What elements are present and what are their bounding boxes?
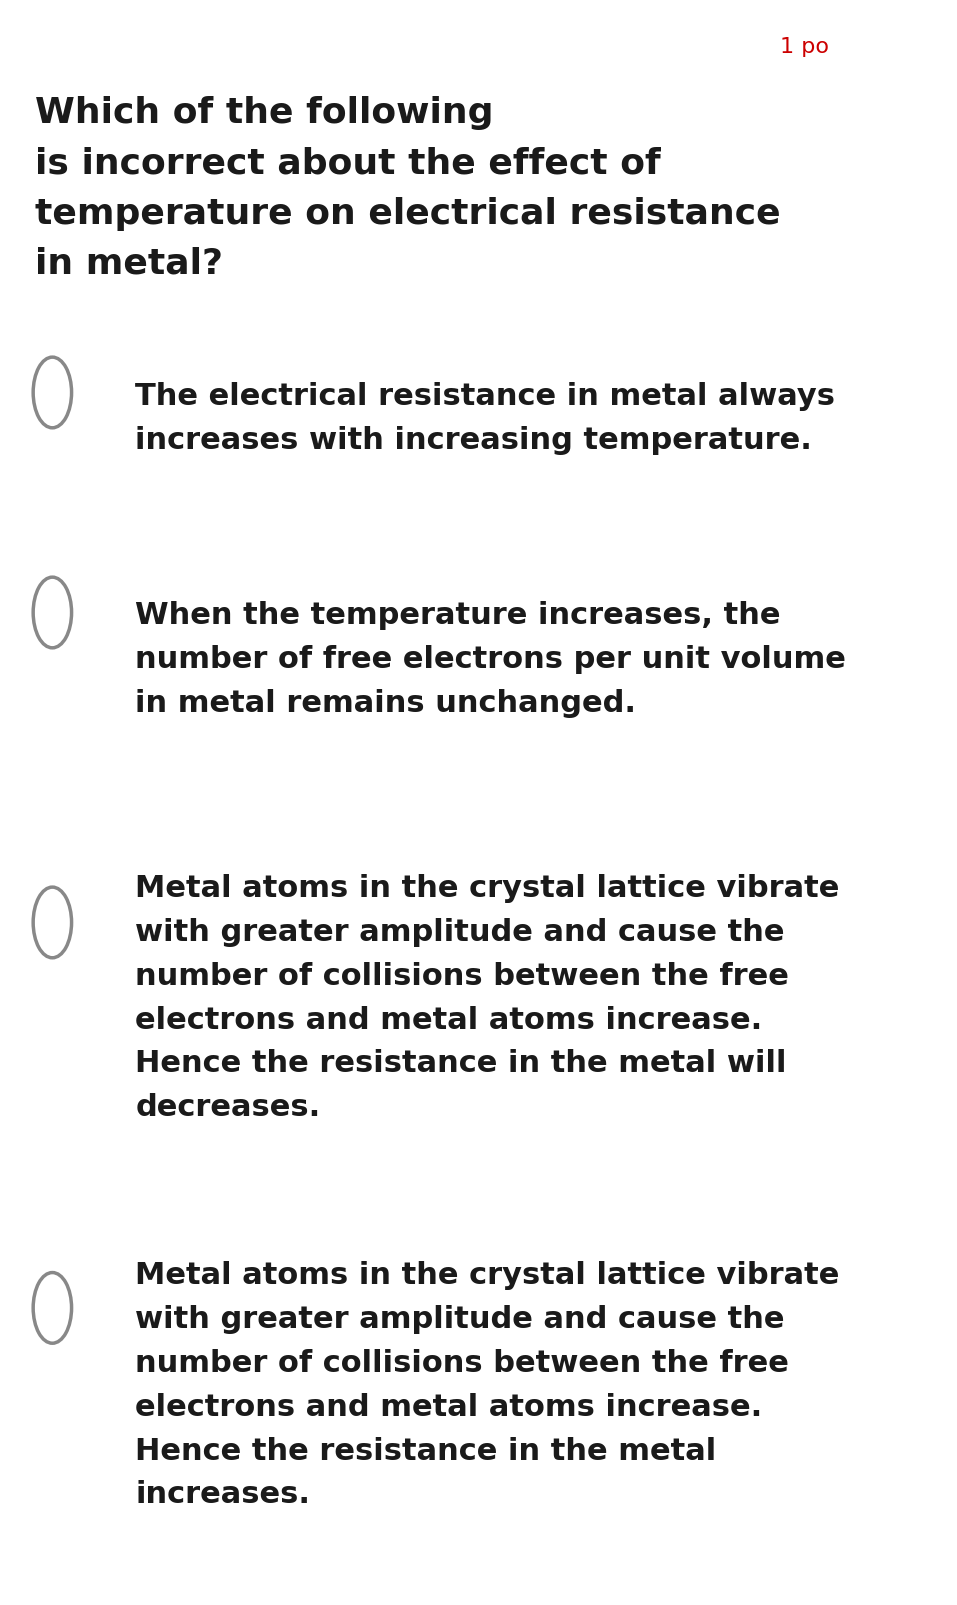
Text: Metal atoms in the crystal lattice vibrate
with greater amplitude and cause the
: Metal atoms in the crystal lattice vibra… — [135, 1260, 839, 1509]
Text: 1 po: 1 po — [780, 37, 829, 56]
Text: Metal atoms in the crystal lattice vibrate
with greater amplitude and cause the
: Metal atoms in the crystal lattice vibra… — [135, 873, 839, 1122]
Text: When the temperature increases, the
number of free electrons per unit volume
in : When the temperature increases, the numb… — [135, 600, 846, 717]
Text: Which of the following
is incorrect about the effect of
temperature on electrica: Which of the following is incorrect abou… — [34, 96, 781, 281]
Text: The electrical resistance in metal always
increases with increasing temperature.: The electrical resistance in metal alway… — [135, 382, 835, 454]
